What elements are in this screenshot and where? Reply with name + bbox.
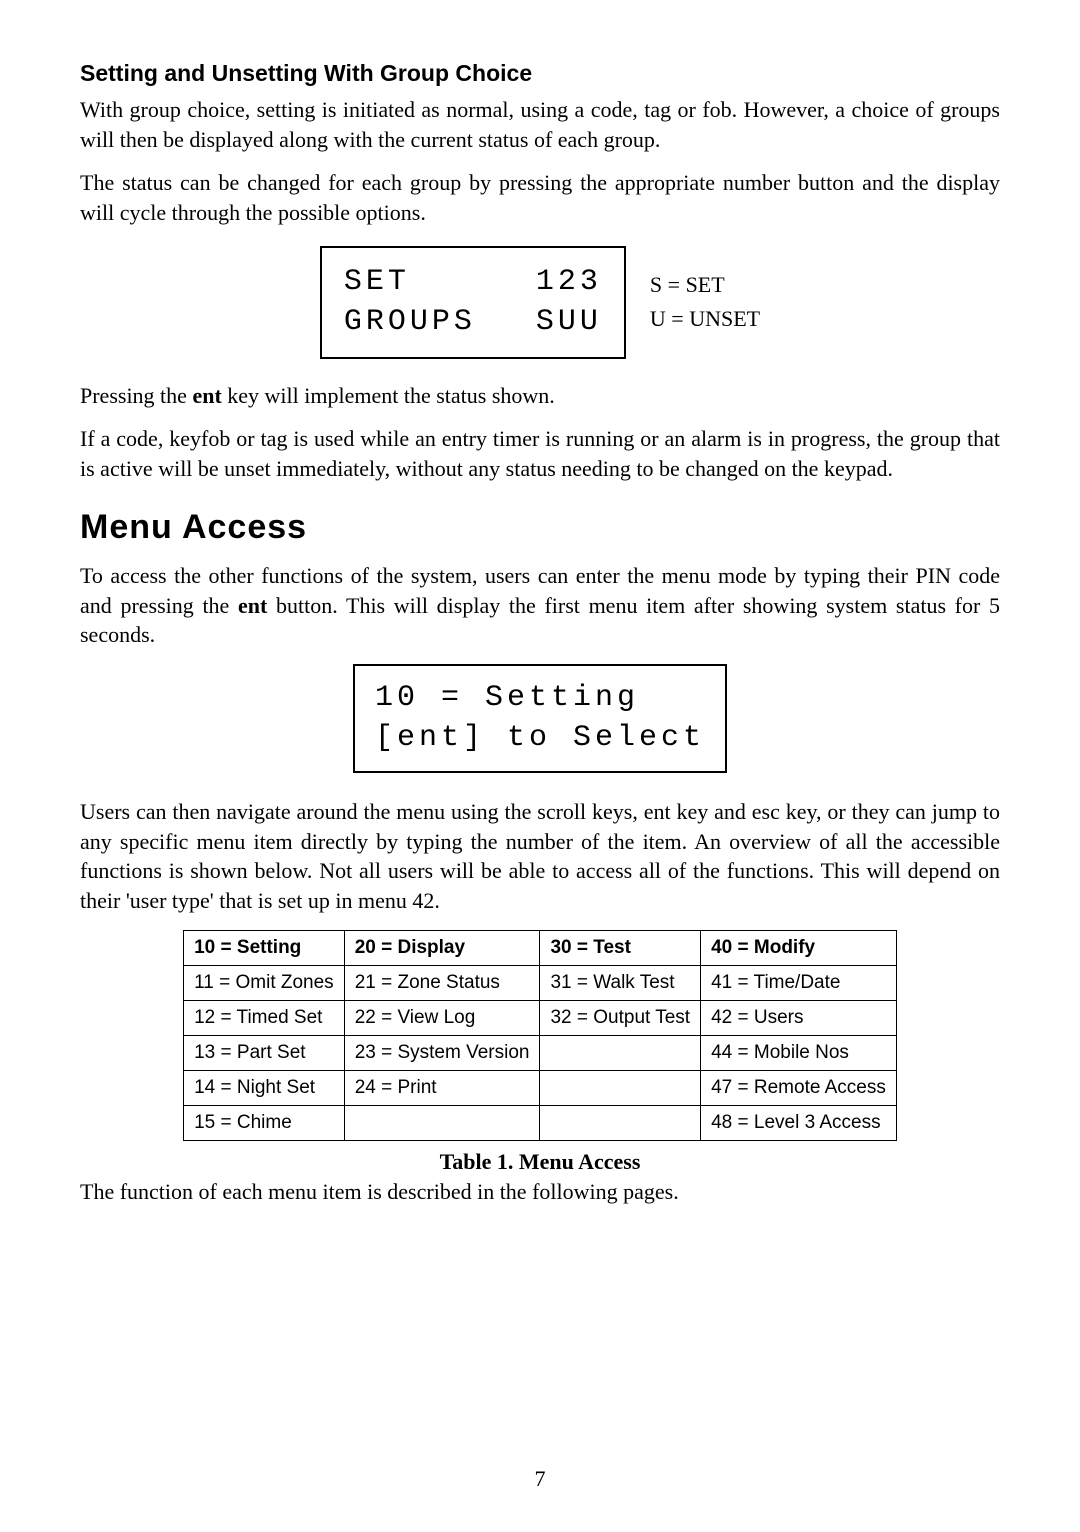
table-header: 10 = Setting	[184, 930, 345, 965]
table-cell	[540, 1105, 701, 1140]
table-cell: 41 = Time/Date	[701, 965, 897, 1000]
table-cell	[540, 1035, 701, 1070]
table-cell: 11 = Omit Zones	[184, 965, 345, 1000]
table-row: 12 = Timed Set 22 = View Log 32 = Output…	[184, 1000, 897, 1035]
lcd-text: [ent] to Select	[375, 718, 705, 759]
table-cell: 15 = Chime	[184, 1105, 345, 1140]
table-cell: 44 = Mobile Nos	[701, 1035, 897, 1070]
page-number: 7	[0, 1466, 1080, 1492]
table-row: 14 = Night Set 24 = Print 47 = Remote Ac…	[184, 1070, 897, 1105]
lcd-text: GROUPS	[344, 302, 476, 343]
table-header: 20 = Display	[344, 930, 540, 965]
lcd-panel: SET 123 GROUPS SUU	[320, 246, 626, 359]
paragraph: With group choice, setting is initiated …	[80, 95, 1000, 154]
paragraph: Users can then navigate around the menu …	[80, 797, 1000, 916]
lcd-display-group: SET 123 GROUPS SUU S = SET U = UNSET	[80, 246, 1000, 359]
table-cell: 13 = Part Set	[184, 1035, 345, 1070]
table-cell: 24 = Print	[344, 1070, 540, 1105]
legend-line: U = UNSET	[650, 302, 760, 336]
lcd-text: SET	[344, 262, 410, 303]
table-cell: 31 = Walk Test	[540, 965, 701, 1000]
paragraph: Pressing the ent key will implement the …	[80, 381, 1000, 411]
table-header: 30 = Test	[540, 930, 701, 965]
bold-text: ent	[192, 383, 221, 408]
lcd-text: 10 = Setting	[375, 678, 705, 719]
section-heading: Menu Access	[80, 508, 1000, 547]
table-cell: 22 = View Log	[344, 1000, 540, 1035]
table-cell	[540, 1070, 701, 1105]
table-row: 13 = Part Set 23 = System Version 44 = M…	[184, 1035, 897, 1070]
legend-line: S = SET	[650, 268, 760, 302]
text: Pressing the	[80, 383, 192, 408]
section-subtitle: Setting and Unsetting With Group Choice	[80, 60, 1000, 87]
paragraph: The status can be changed for each group…	[80, 168, 1000, 227]
table-cell: 42 = Users	[701, 1000, 897, 1035]
table-cell: 32 = Output Test	[540, 1000, 701, 1035]
lcd-text: SUU	[536, 302, 602, 343]
table-cell: 47 = Remote Access	[701, 1070, 897, 1105]
lcd-text: 123	[536, 262, 602, 303]
menu-access-table: 10 = Setting 20 = Display 30 = Test 40 =…	[183, 930, 897, 1141]
table-cell: 14 = Night Set	[184, 1070, 345, 1105]
table-header-row: 10 = Setting 20 = Display 30 = Test 40 =…	[184, 930, 897, 965]
table-cell	[344, 1105, 540, 1140]
paragraph: If a code, keyfob or tag is used while a…	[80, 424, 1000, 483]
text: key will implement the status shown.	[222, 383, 555, 408]
table-cell: 12 = Timed Set	[184, 1000, 345, 1035]
table-cell: 23 = System Version	[344, 1035, 540, 1070]
table-caption: Table 1. Menu Access	[80, 1149, 1000, 1175]
bold-text: ent	[238, 593, 267, 618]
table-cell: 21 = Zone Status	[344, 965, 540, 1000]
table-row: 15 = Chime 48 = Level 3 Access	[184, 1105, 897, 1140]
table-row: 11 = Omit Zones 21 = Zone Status 31 = Wa…	[184, 965, 897, 1000]
table-header: 40 = Modify	[701, 930, 897, 965]
legend: S = SET U = UNSET	[650, 268, 760, 336]
paragraph: To access the other functions of the sys…	[80, 561, 1000, 650]
table-cell: 48 = Level 3 Access	[701, 1105, 897, 1140]
lcd-panel: 10 = Setting [ent] to Select	[353, 664, 727, 773]
paragraph: The function of each menu item is descri…	[80, 1177, 1000, 1207]
